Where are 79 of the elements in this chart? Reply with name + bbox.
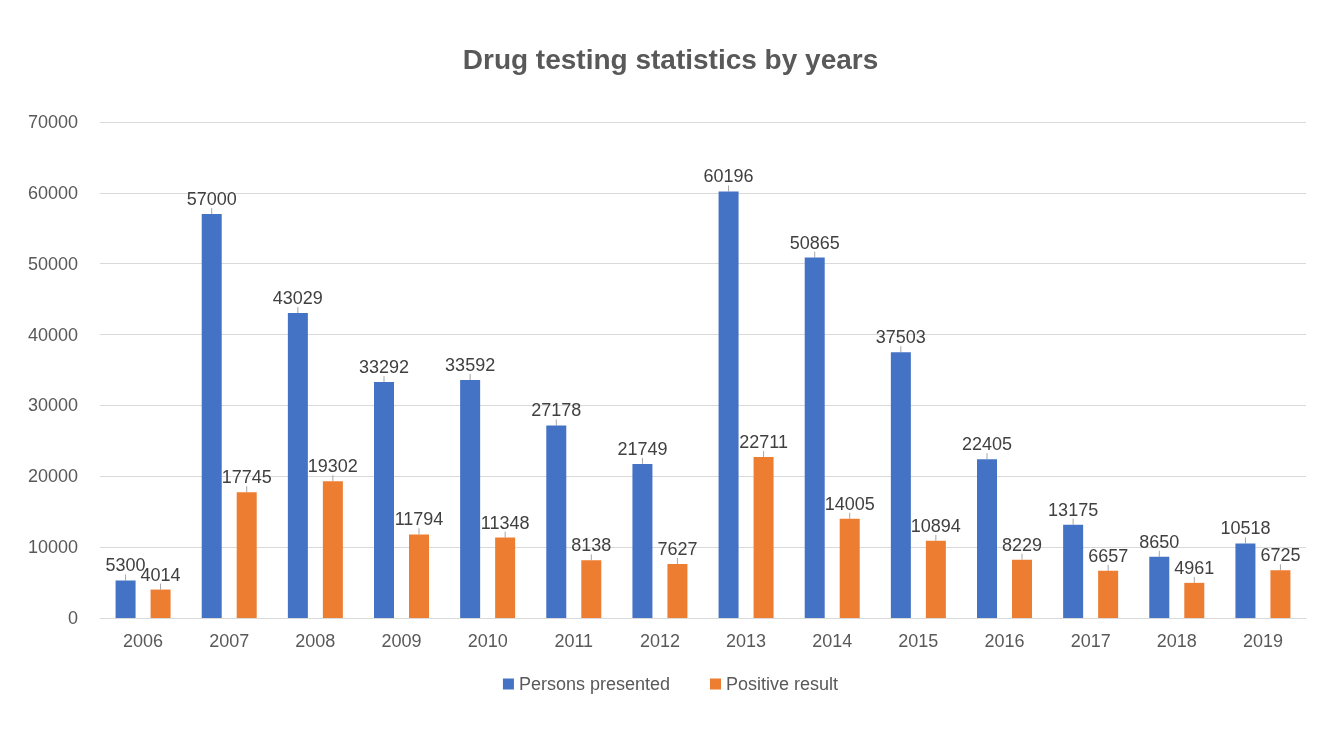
bar (839, 518, 860, 618)
data-label: 37503 (875, 327, 926, 348)
bar (804, 257, 825, 618)
x-tick-label: 2014 (812, 631, 853, 651)
data-label: 6725 (1260, 545, 1301, 566)
bar (753, 457, 774, 618)
chart-title: Drug testing statistics by years (462, 43, 879, 75)
bar (495, 537, 516, 618)
data-label: 50865 (789, 232, 840, 253)
x-tick-label: 2016 (984, 631, 1025, 651)
bar (1012, 559, 1032, 618)
data-label: 22405 (961, 434, 1013, 455)
data-label: 21749 (617, 438, 668, 459)
data-label: 22711 (739, 432, 788, 453)
data-label: 33292 (358, 357, 410, 378)
bar (201, 214, 222, 618)
data-label: 43029 (272, 288, 323, 309)
bar (546, 425, 567, 618)
bar (322, 481, 343, 618)
data-label: 17745 (221, 467, 272, 488)
y-tick-label: 30000 (27, 395, 78, 416)
x-tick-label: 2015 (898, 631, 939, 651)
y-tick-label: 70000 (27, 112, 78, 132)
bar (581, 560, 602, 618)
bar (1184, 582, 1205, 618)
data-label: 10894 (910, 515, 961, 536)
bar (1235, 543, 1256, 618)
bar (150, 589, 171, 618)
data-label: 33592 (445, 354, 496, 375)
bar (718, 191, 739, 618)
x-tick-label: 2017 (1070, 631, 1111, 651)
data-label: 14005 (824, 493, 875, 514)
data-label: 19302 (307, 456, 358, 477)
data-label: 57000 (186, 189, 237, 210)
bar (667, 563, 688, 618)
data-label: 7627 (657, 538, 698, 559)
bar (1270, 570, 1291, 618)
data-label: 13175 (1048, 499, 1099, 520)
y-tick-label: 10000 (27, 537, 78, 558)
bar (409, 534, 429, 618)
data-label: 8650 (1139, 531, 1180, 552)
bar (1149, 556, 1170, 618)
data-label: 11348 (480, 512, 530, 533)
x-tick-label: 2010 (467, 631, 508, 651)
data-label: 60196 (703, 166, 754, 187)
y-tick-label: 60000 (27, 182, 78, 203)
y-tick-label: 50000 (27, 253, 78, 274)
bar (460, 379, 481, 618)
bar (977, 459, 997, 618)
y-tick-label: 0 (67, 608, 78, 628)
bar (1098, 570, 1119, 618)
x-tick-label: 2019 (1242, 631, 1283, 651)
bar (632, 463, 653, 618)
x-tick-label: 2006 (123, 631, 164, 651)
legend-label: Positive result (726, 674, 839, 694)
x-tick-label: 2009 (381, 631, 422, 651)
bar (236, 492, 257, 618)
data-label: 4961 (1174, 557, 1215, 578)
y-tick-label: 40000 (27, 324, 78, 345)
y-tick-label: 20000 (27, 466, 78, 487)
x-tick-label: 2011 (554, 631, 594, 651)
x-tick-label: 2018 (1156, 631, 1197, 651)
data-label: 11794 (394, 509, 444, 530)
data-label: 10518 (1220, 518, 1271, 539)
bar (1063, 524, 1084, 618)
data-label: 6657 (1088, 545, 1129, 566)
x-tick-label: 2007 (209, 631, 250, 651)
data-label: 8138 (571, 535, 612, 556)
x-tick-label: 2008 (295, 631, 336, 651)
x-tick-label: 2013 (726, 631, 767, 651)
bar (374, 382, 394, 618)
bar (890, 352, 911, 618)
bar (287, 313, 308, 618)
bar (115, 580, 136, 618)
data-label: 8229 (1001, 534, 1043, 555)
legend-label: Persons presented (518, 674, 671, 694)
bar (925, 540, 946, 618)
x-tick-label: 2012 (639, 631, 680, 651)
data-label: 27178 (531, 400, 582, 421)
